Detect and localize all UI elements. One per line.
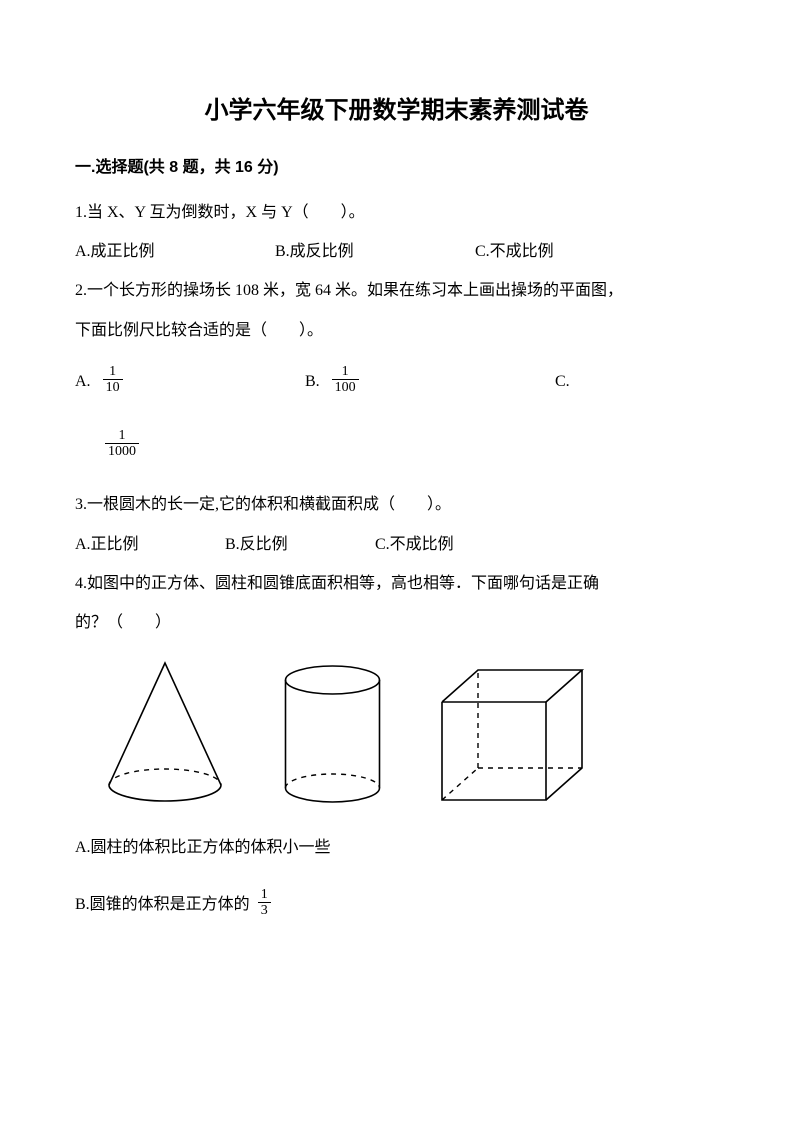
frac-den: 10 (103, 379, 123, 395)
frac-num: 1 (105, 428, 139, 443)
q2-option-a: A. 1 10 (75, 366, 305, 398)
q3-text: 3.一根圆木的长一定,它的体积和横截面积成（ ）。 (75, 487, 718, 522)
q4-shapes (95, 655, 718, 810)
q2-text-line2: 下面比例尺比较合适的是（ ）。 (75, 313, 718, 348)
frac-den: 1000 (105, 443, 139, 459)
q3-option-b: B.反比例 (225, 527, 375, 562)
q2-text-line1: 2.一个长方形的操场长 108 米，宽 64 米。如果在练习本上画出操场的平面图… (75, 273, 718, 308)
q2-option-b: B. 1 100 (305, 366, 555, 398)
fraction-1-100: 1 100 (332, 364, 359, 396)
q1-option-c: C.不成比例 (475, 234, 675, 269)
frac-num: 1 (332, 364, 359, 379)
cube-icon (430, 660, 590, 810)
frac-den: 3 (258, 902, 271, 918)
q1-option-a: A.成正比例 (75, 234, 275, 269)
q3-options: A.正比例 B.反比例 C.不成比例 (75, 527, 718, 562)
q4-text-line2: 的？（ ） (75, 605, 718, 640)
cone-icon (95, 655, 235, 810)
cylinder-icon (275, 660, 390, 810)
section-heading: 一.选择题(共 8 题，共 16 分) (75, 153, 718, 177)
frac-num: 1 (103, 364, 123, 379)
q1-text: 1.当 X、Y 互为倒数时，X 与 Y（ ）。 (75, 195, 718, 230)
q4-option-b: B.圆锥的体积是正方体的 1 3 (75, 887, 718, 922)
frac-num: 1 (258, 887, 271, 902)
q1-option-b: B.成反比例 (275, 234, 475, 269)
q2-option-c-frac: 1 1000 (75, 430, 718, 462)
q4-b-prefix: B.圆锥的体积是正方体的 (75, 887, 250, 922)
q2-b-label: B. (305, 373, 320, 391)
page-title: 小学六年级下册数学期末素养测试卷 (75, 90, 718, 125)
frac-den: 100 (332, 379, 359, 395)
q2-c-label: C. (555, 373, 570, 391)
q2-a-label: A. (75, 373, 91, 391)
fraction-1-3: 1 3 (258, 887, 271, 919)
q4-option-a: A.圆柱的体积比正方体的体积小一些 (75, 830, 718, 865)
fraction-1-1000: 1 1000 (105, 428, 139, 460)
q4-text-line1: 4.如图中的正方体、圆柱和圆锥底面积相等，高也相等．下面哪句话是正确 (75, 566, 718, 601)
q1-options: A.成正比例 B.成反比例 C.不成比例 (75, 234, 718, 269)
q3-option-c: C.不成比例 (375, 527, 525, 562)
q3-option-a: A.正比例 (75, 527, 225, 562)
q2-option-c: C. (555, 373, 635, 391)
fraction-1-10: 1 10 (103, 364, 123, 396)
q2-options: A. 1 10 B. 1 100 C. 1 1000 (75, 366, 718, 462)
